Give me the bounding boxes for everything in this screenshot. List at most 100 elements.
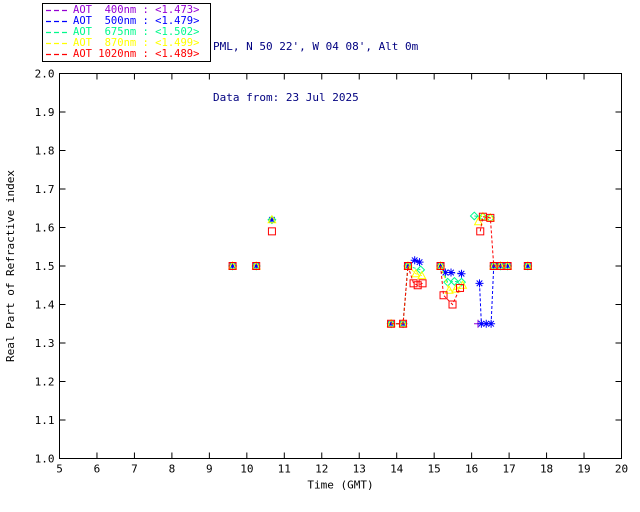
y-tick-label: 1.0	[35, 453, 55, 466]
marker-asterisk	[228, 262, 237, 270]
marker-asterisk	[447, 268, 456, 277]
marker-diamond	[449, 276, 459, 286]
legend-row-aot-400: AOT 400nm : <1.473>	[46, 5, 210, 16]
legend-dash-swatch	[46, 9, 70, 12]
station-location-text: PML, N 50 22', W 04 08', Alt 0m	[213, 40, 419, 53]
axes-frame	[59, 73, 622, 459]
marker-triangle	[444, 285, 454, 294]
marker-square	[476, 227, 485, 236]
x-tick-label: 8	[169, 463, 176, 476]
series-aot-1020nm-markers	[228, 212, 532, 328]
legend-box: AOT 400nm : <1.473> AOT 500nm : <1.479> …	[42, 3, 211, 62]
legend-dash-swatch	[46, 53, 70, 56]
legend-dash-swatch	[46, 42, 70, 45]
marker-square	[436, 262, 445, 270]
marker-square	[523, 262, 532, 270]
marker-diamond	[457, 277, 467, 287]
axis-ticks	[59, 73, 622, 459]
marker-triangle	[411, 268, 421, 278]
x-tick-label: 9	[206, 463, 213, 476]
marker-diamond	[469, 211, 479, 221]
station-header: PML, N 50 22', W 04 08', Alt 0m Data fro…	[213, 4, 418, 123]
marker-square	[387, 319, 396, 328]
x-tick-label: 18	[540, 463, 553, 476]
marker-square	[399, 319, 408, 328]
y-tick-label: 1.3	[35, 337, 55, 350]
legend-dash-swatch	[46, 20, 70, 23]
marker-square	[252, 262, 261, 270]
plot-frame	[59, 73, 622, 459]
marker-square	[503, 262, 512, 270]
legend-row-aot-675: AOT 675nm : <1.502>	[46, 27, 210, 38]
series-line	[479, 265, 495, 325]
axis-tick-labels: 5 6 7 8 9 10 11 12 13 14 15 16 17 18 19 20 1.0 1.1 1.2 1.3 1…	[35, 68, 629, 476]
marker-square	[409, 279, 418, 288]
legend-row-aot-870: AOT 870nm : <1.499>	[46, 38, 210, 49]
y-tick-label: 1.1	[35, 414, 55, 427]
marker-asterisk	[477, 319, 486, 328]
marker-square	[439, 291, 448, 300]
marker-square	[267, 227, 276, 236]
x-tick-label: 6	[94, 463, 101, 476]
marker-asterisk	[523, 262, 532, 270]
series-line	[479, 216, 508, 267]
x-tick-label: 10	[240, 463, 253, 476]
marker-square	[418, 279, 427, 288]
series-aot-1020nm-lines	[391, 216, 508, 325]
series-aot-400nm-markers	[228, 215, 532, 328]
series-aot-675nm-markers	[228, 211, 533, 329]
legend-label: AOT 500nm : <1.479>	[73, 15, 200, 27]
series-line	[407, 265, 423, 286]
y-tick-label: 1.5	[35, 260, 55, 273]
y-tick-label: 1.4	[35, 299, 55, 312]
x-tick-label: 7	[131, 463, 138, 476]
x-tick-label: 5	[56, 463, 63, 476]
data-date-text: Data from: 23 Jul 2025	[213, 91, 359, 104]
y-tick-label: 1.9	[35, 106, 55, 119]
marker-asterisk	[410, 256, 419, 265]
marker-diamond	[416, 265, 426, 275]
marker-triangle	[451, 284, 461, 293]
x-tick-label: 13	[353, 463, 366, 476]
marker-triangle	[417, 270, 427, 280]
marker-asterisk	[415, 258, 424, 267]
series-line	[440, 265, 461, 306]
legend-label: AOT 870nm : <1.499>	[73, 37, 200, 49]
legend-dash-swatch	[46, 31, 70, 34]
marker-asterisk	[457, 269, 466, 278]
x-tick-label: 11	[278, 463, 291, 476]
series-line	[391, 265, 409, 325]
x-tick-label: 16	[465, 463, 478, 476]
marker-square	[413, 281, 422, 290]
y-tick-label: 1.8	[35, 145, 55, 158]
series-aot-500nm-markers	[228, 215, 532, 328]
x-tick-label: 17	[502, 463, 515, 476]
legend-label: AOT 1020nm : <1.489>	[73, 48, 200, 60]
marker-asterisk	[503, 262, 512, 270]
series-aot-870nm-markers	[227, 211, 533, 328]
marker-square	[486, 213, 495, 222]
legend-row-aot-1020: AOT 1020nm : <1.489>	[46, 49, 210, 60]
marker-asterisk	[482, 319, 491, 328]
x-tick-label: 14	[390, 463, 404, 476]
y-tick-label: 1.7	[35, 183, 55, 196]
legend-label: AOT 675nm : <1.502>	[73, 26, 200, 38]
marker-diamond	[267, 215, 277, 225]
y-axis-title: Real Part of Refractive index	[4, 170, 17, 362]
marker-triangle	[267, 214, 277, 224]
marker-square	[403, 262, 412, 270]
x-axis-title: Time (GMT)	[307, 479, 373, 492]
x-tick-label: 12	[315, 463, 328, 476]
marker-asterisk	[441, 268, 450, 277]
marker-asterisk	[475, 279, 484, 288]
marker-square	[228, 262, 237, 270]
legend-label: AOT 400nm : <1.473>	[73, 4, 200, 16]
x-tick-label: 15	[428, 463, 441, 476]
x-tick-label: 19	[577, 463, 590, 476]
y-tick-label: 1.2	[35, 376, 55, 389]
legend-row-aot-500: AOT 500nm : <1.479>	[46, 16, 210, 27]
y-tick-label: 1.6	[35, 222, 55, 235]
y-tick-label: 2.0	[35, 68, 55, 81]
marker-asterisk	[487, 319, 496, 328]
